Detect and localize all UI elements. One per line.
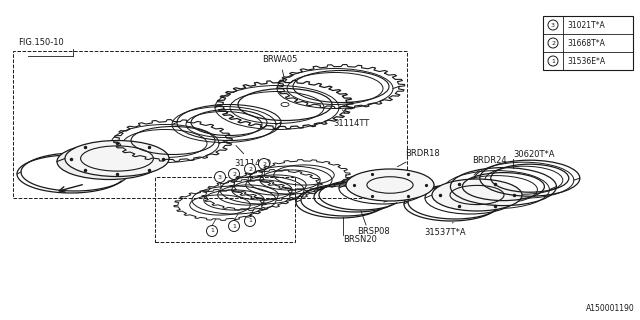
Text: BRSN20: BRSN20 — [343, 235, 377, 244]
Text: 3: 3 — [551, 22, 555, 28]
Text: 2: 2 — [262, 162, 266, 166]
Ellipse shape — [432, 179, 522, 211]
Ellipse shape — [65, 140, 169, 177]
Text: A150001190: A150001190 — [586, 304, 635, 313]
Text: 31114*D: 31114*D — [234, 146, 271, 167]
Text: 2: 2 — [248, 166, 252, 172]
Text: FRONT: FRONT — [62, 156, 92, 174]
Text: 1: 1 — [248, 219, 252, 223]
Ellipse shape — [346, 169, 434, 201]
Text: 31536E*A: 31536E*A — [567, 57, 605, 66]
Text: 31021T*A: 31021T*A — [567, 20, 605, 29]
Ellipse shape — [57, 143, 161, 180]
Text: BRWA05: BRWA05 — [262, 55, 298, 79]
Circle shape — [259, 158, 269, 170]
Circle shape — [207, 226, 218, 236]
Text: 31668T*A: 31668T*A — [567, 38, 605, 47]
Text: 2: 2 — [232, 172, 236, 177]
Text: 3: 3 — [218, 174, 222, 180]
Circle shape — [548, 56, 558, 66]
Circle shape — [228, 169, 239, 180]
Bar — [155, 177, 295, 242]
Circle shape — [228, 220, 239, 231]
Text: 1: 1 — [232, 223, 236, 228]
Text: 1: 1 — [551, 59, 555, 63]
Text: 31114TT: 31114TT — [333, 110, 369, 127]
Circle shape — [214, 172, 225, 182]
Circle shape — [548, 20, 558, 30]
Text: 31537T*A: 31537T*A — [424, 222, 466, 237]
Circle shape — [244, 164, 255, 174]
Text: 30620T*A: 30620T*A — [513, 150, 555, 159]
Circle shape — [548, 38, 558, 48]
Bar — [543, 16, 633, 70]
Circle shape — [244, 215, 255, 227]
Bar — [13, 51, 407, 198]
Text: BRSP08: BRSP08 — [357, 227, 390, 236]
Text: 2: 2 — [551, 41, 555, 45]
Text: BRDR24: BRDR24 — [472, 156, 507, 175]
Text: BRDR18: BRDR18 — [397, 149, 440, 167]
Text: FIG.150-10: FIG.150-10 — [18, 37, 64, 46]
Text: 1: 1 — [210, 228, 214, 234]
